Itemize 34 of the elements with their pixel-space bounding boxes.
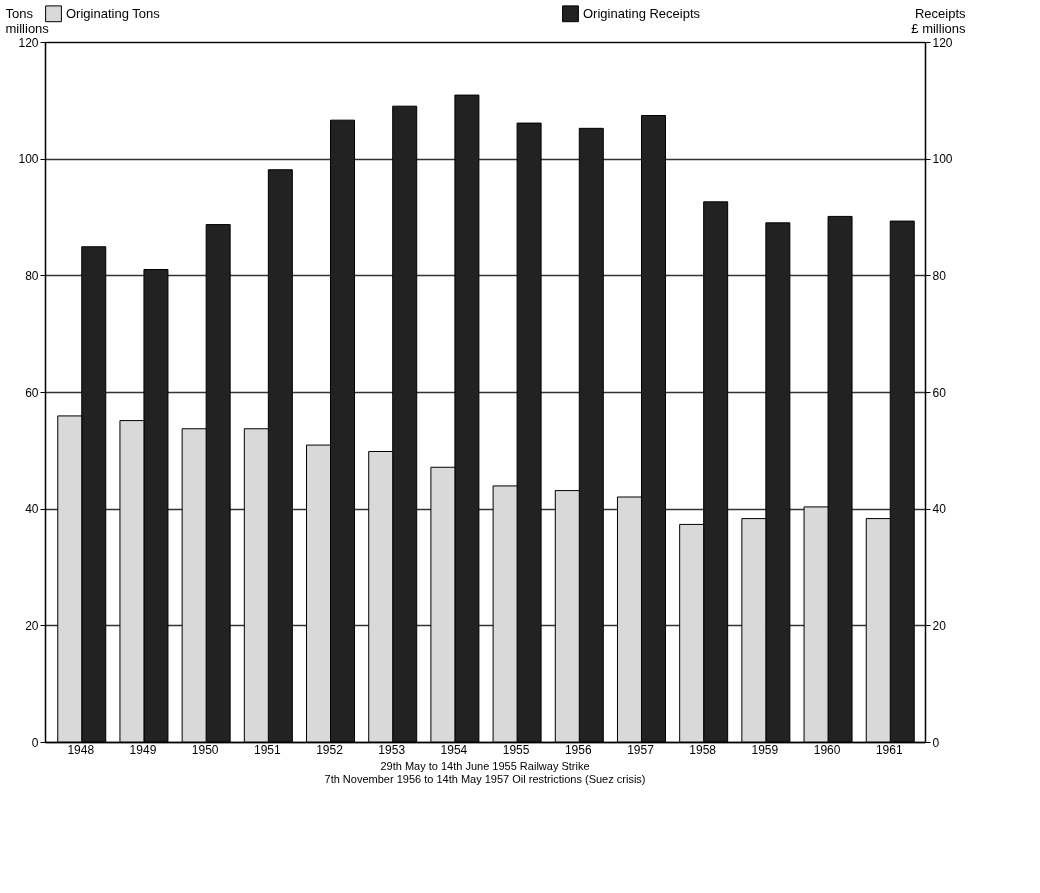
x-tick-label: 1952 (316, 742, 344, 757)
y-tick-label: 60 (25, 385, 39, 400)
y2-tick-label: 60 (932, 385, 947, 400)
x-tick-label: 1958 (689, 742, 717, 757)
x-tick-label: 1956 (564, 742, 592, 757)
x-tick-label: 1953 (378, 742, 406, 757)
y-tick-label: 20 (25, 618, 39, 633)
legend-label: Originating Receipts (583, 5, 701, 21)
y-tick-label: 120 (18, 35, 39, 50)
x-tick-label: 1959 (751, 742, 779, 757)
x-tick-label: 1950 (191, 742, 219, 757)
y-tick-label: 0 (31, 735, 39, 750)
y2-tick-label: 100 (932, 152, 953, 167)
x-tick-label: 1955 (502, 742, 530, 757)
x-tick-label: 1961 (875, 742, 903, 757)
x-tick-label: 1948 (67, 742, 95, 757)
y-tick-label: 40 (25, 502, 39, 517)
y2-tick-label: 80 (932, 268, 947, 283)
x-tick-label: 1957 (627, 742, 655, 757)
x-tick-label: 1949 (129, 742, 157, 757)
y2-axis-title: Receipts £ millions (911, 5, 966, 36)
x-tick-label: 1954 (440, 742, 468, 757)
y2-tick-label: 120 (932, 35, 953, 50)
x-tick-label: 1960 (813, 742, 841, 757)
text: 7th November 1956 to 14th May 1957 Oil restrictions (Suez crisis) (324, 773, 646, 785)
legend-label: Originating Tons (66, 5, 161, 21)
y2-tick-label: 0 (932, 735, 940, 750)
text: 29th May to 14th June 1955 Railway Strike (380, 760, 590, 772)
y2-tick-label: 40 (932, 502, 947, 517)
y2-tick-label: 20 (932, 618, 947, 633)
y-tick-label: 80 (25, 268, 39, 283)
y-axis-title: Tons millions (5, 5, 50, 36)
y-tick-label: 100 (18, 152, 39, 167)
x-tick-label: 1951 (253, 742, 281, 757)
